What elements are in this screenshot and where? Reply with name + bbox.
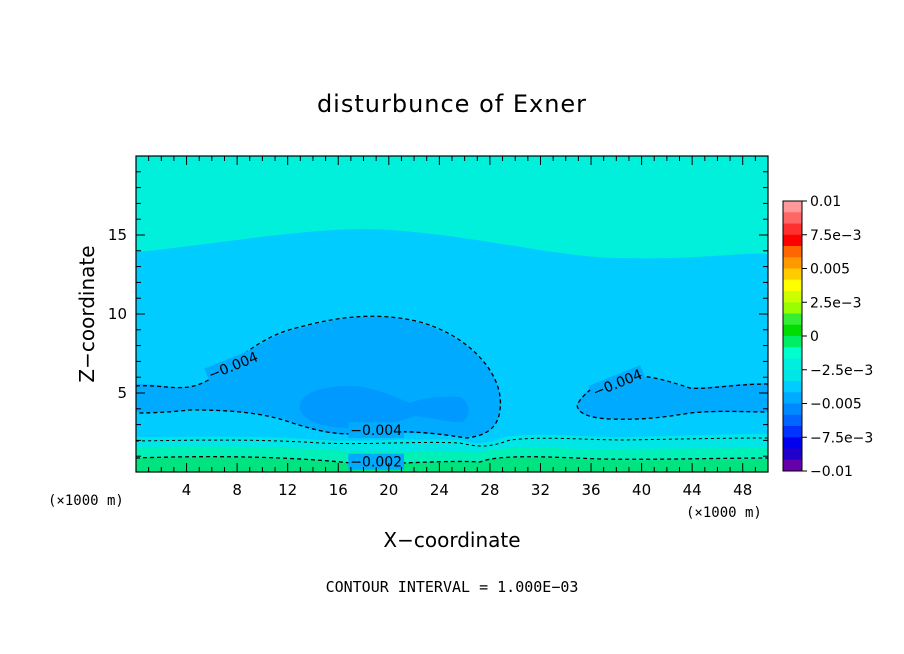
- x-tick-label: 12: [278, 481, 297, 499]
- contour-interval-footer: CONTOUR INTERVAL = 1.000E−03: [326, 578, 579, 596]
- fill-band-c: [136, 457, 768, 472]
- x-tick-label: 8: [232, 481, 242, 499]
- colorbar-label: −0.01: [810, 464, 853, 480]
- colorbar-swatch: [783, 448, 802, 461]
- colorbar-swatch: [783, 234, 802, 247]
- colorbar-swatch: [783, 426, 802, 438]
- colorbar-swatch: [783, 414, 802, 427]
- x-unit-label-right: (×1000 m): [686, 505, 762, 521]
- y-tick-label: 10: [108, 305, 127, 323]
- colorbar-swatch: [783, 336, 802, 348]
- contour-label-group: −0.004: [348, 422, 404, 439]
- colorbar-swatch: [783, 358, 802, 371]
- x-tick-label: 4: [182, 481, 192, 499]
- contour-label-bg: [204, 347, 262, 384]
- x-tick-label: 24: [430, 481, 449, 499]
- x-tick-label: 40: [632, 481, 651, 499]
- colorbar-swatch: [783, 347, 802, 359]
- colorbar-swatch: [783, 201, 802, 213]
- y-axis-label: Z−coordinate: [75, 245, 99, 382]
- colorbar-swatch: [783, 291, 802, 303]
- colorbar-label: 2.5e−3: [810, 295, 862, 311]
- chart-title: disturbunce of Exner: [317, 90, 587, 118]
- contour-label-bg: [348, 422, 404, 439]
- colorbar-swatch: [783, 212, 802, 224]
- axis-ticks: [136, 156, 768, 472]
- x-tick-label: 36: [581, 481, 600, 499]
- x-axis-label: X−coordinate: [383, 528, 520, 552]
- plot-area: [136, 156, 768, 472]
- y-tick-label: 15: [108, 226, 127, 244]
- colorbar-label: −0.005: [810, 397, 862, 413]
- colorbar-swatch: [783, 324, 802, 337]
- colorbar-swatch: [783, 257, 802, 269]
- colorbar-swatch: [783, 313, 802, 326]
- contour-line-neg002: [136, 456, 768, 465]
- x-unit-label-left: (×1000 m): [48, 493, 124, 509]
- colorbar-label: 0.01: [810, 194, 841, 210]
- colorbar-label: −2.5e−3: [810, 363, 873, 379]
- contour-line-neg004-right: [576, 375, 768, 420]
- fill-core: [300, 386, 469, 428]
- colorbar-label: −7.5e−3: [810, 430, 873, 446]
- colorbar-label: 0.005: [810, 262, 850, 278]
- colorbar-swatch: [783, 459, 802, 472]
- colorbar-swatch: [783, 223, 802, 236]
- x-tick-label: 16: [329, 481, 348, 499]
- contour-line-neg003: [136, 437, 768, 447]
- x-tick-label: 48: [733, 481, 752, 499]
- colorbar-label: 0: [810, 329, 819, 345]
- contour-label-bg: [348, 453, 404, 470]
- y-tick-label: 5: [117, 384, 127, 402]
- x-tick-label: 44: [683, 481, 702, 499]
- colorbar-label: 7.5e−3: [810, 228, 862, 244]
- colorbar-swatch: [783, 381, 802, 393]
- x-tick-label: 32: [531, 481, 550, 499]
- colorbar-swatch: [783, 246, 802, 258]
- colorbar-swatch: [783, 403, 802, 416]
- colorbar-labels: 0.01 7.5e−3 0.005 2.5e−3 0 −2.5e−3 −0.005 −7.5e…: [810, 194, 873, 480]
- colorbar-swatch: [783, 302, 802, 314]
- contour-label-bg: [588, 365, 647, 401]
- colorbar-swatch: [783, 392, 802, 404]
- contour-label: −0.004: [350, 423, 402, 439]
- colorbar-swatch: [783, 279, 802, 292]
- colorbar-swatch: [783, 369, 802, 382]
- x-tick-label: 20: [379, 481, 398, 499]
- x-tick-label: 28: [480, 481, 499, 499]
- colorbar: [782, 200, 807, 472]
- colorbar-swatch: [783, 268, 802, 281]
- colorbar-swatch: [783, 437, 802, 449]
